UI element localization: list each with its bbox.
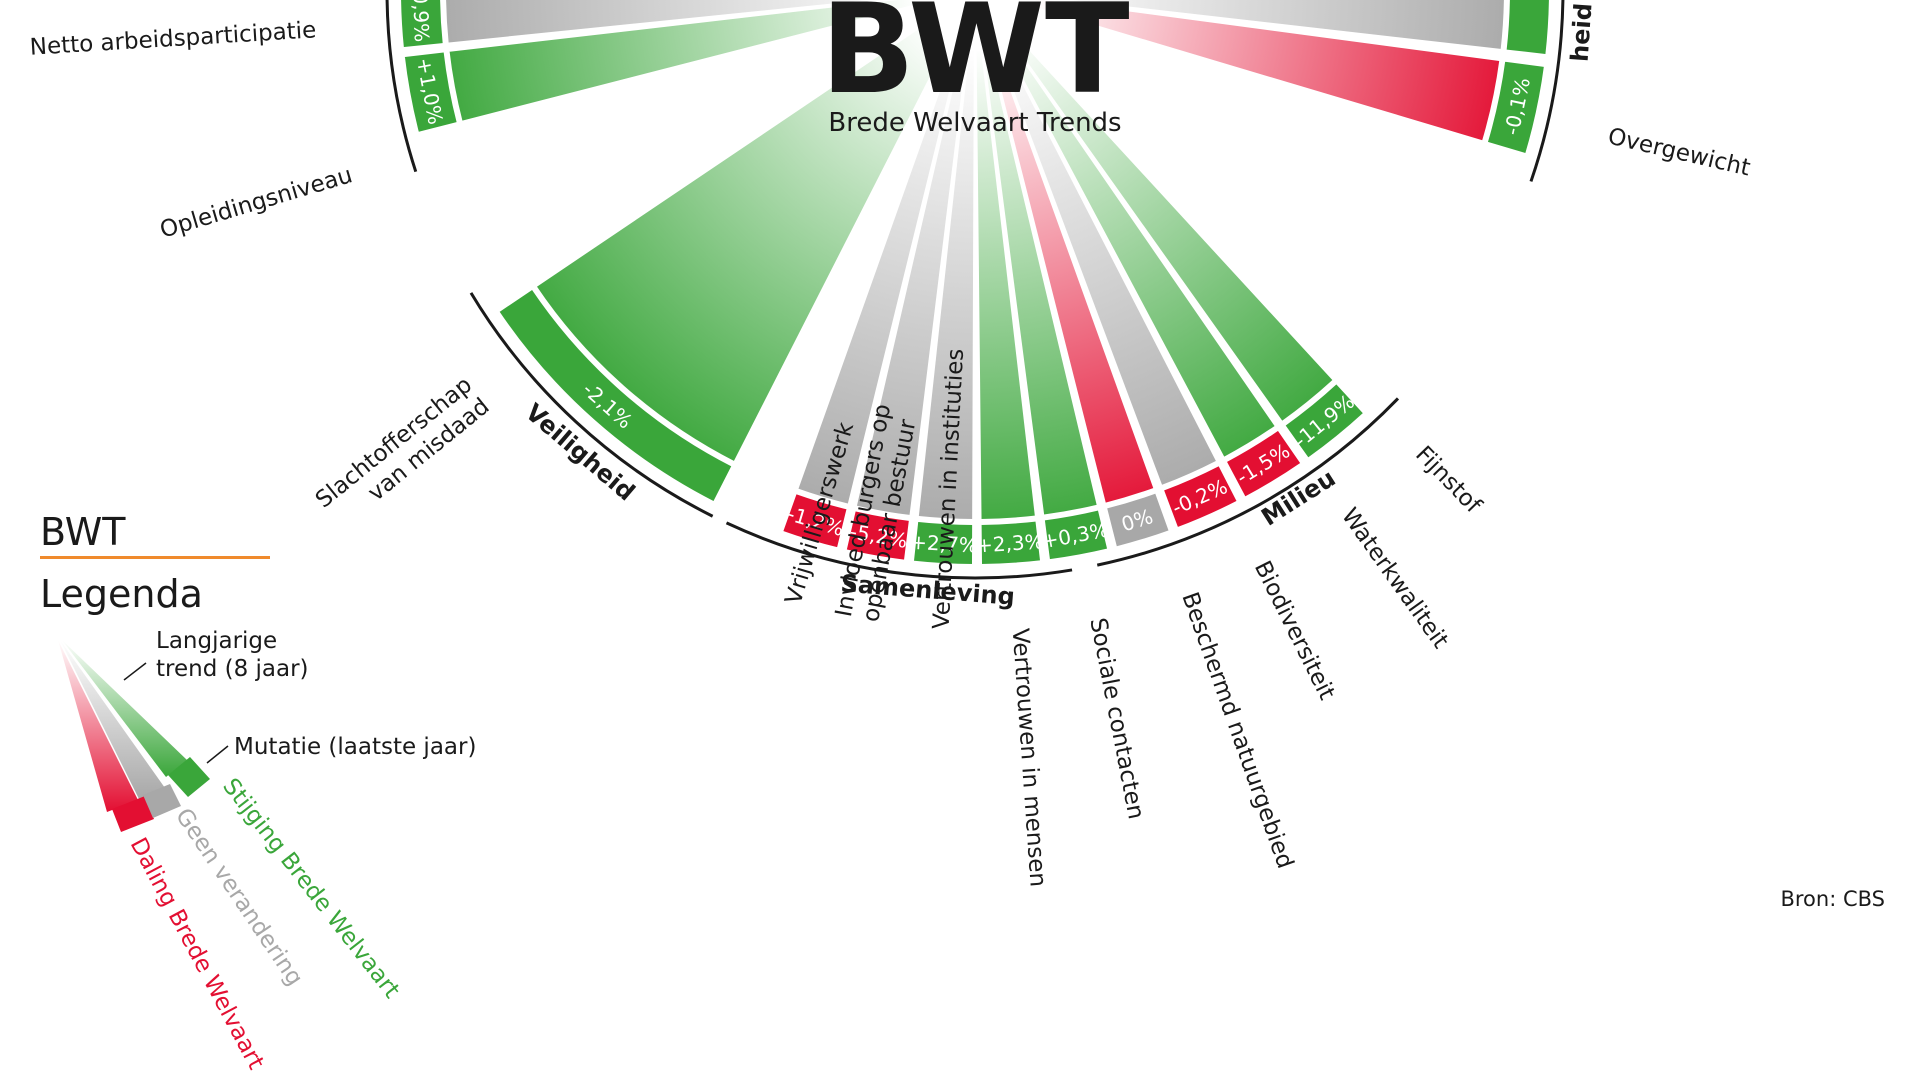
indicator-label-opleidingsniveau: Opleidingsniveau [157,162,355,244]
indicator-label-biodiversiteit: Biodiversiteit [1249,557,1340,704]
mutation-band-fijnstof [1282,381,1366,461]
indicator-label-beschermd-natuurgebied: Beschermd natuurgebied [1176,589,1298,872]
legend-trend-neutral [60,640,165,799]
mutation-band-biodiversiteit [1161,463,1240,530]
legend-trend-label-2: trend (8 jaar) [156,656,309,682]
category-label-gezondheid-partial: heid [1566,2,1598,63]
category-arc-milieu [1096,397,1400,567]
legend-trend-increase [62,640,187,777]
legend-decrease-label: Daling Brede Welvaart [125,834,269,1074]
mutation-band-opleidingsniveau [402,50,459,135]
trend-sector-slachtofferschap-van-misdaad [534,22,950,464]
mutation-band-sociale-contacten [1042,508,1110,562]
indicator-label-vertrouwen-in-mensen: Vertrouwen in mensen [1007,628,1051,888]
mutation-value-vertrouwen-in-mensen: +2,3% [975,529,1044,557]
trend-sector-netto-arbeidsparticipatie [444,0,887,45]
legend-mutation-label: Mutatie (laatste jaar) [234,734,476,760]
chart-title: BWT [820,0,1129,122]
mutation-bands: +0,9%+1,0% -0,1%-11,9%-1,5%-0,2%0%+0,3%+2… [399,0,1551,567]
legend-rule [40,556,270,559]
category-arc-veiligheid [469,292,714,518]
mutation-band-overgewicht [1485,59,1547,156]
mutation-band-vertrouwen-in-instituties [911,519,975,567]
category-arc-samenleving [725,521,1073,580]
legend-trend-decrease [58,640,138,812]
indicator-label-fijnstof: Fijnstof [1410,441,1486,519]
trend-sector-opleidingsniveau [447,0,919,124]
legend-mutation-leader [206,745,229,764]
indicator-label-netto-arbeidsparticipatie: Netto arbeidsparticipatie [29,17,317,60]
trend-sector-vrijwilligerswerk [795,45,962,506]
legend-trend-label-1: Langjarige [156,628,277,654]
mutation-band-partial-1 [1504,0,1551,57]
legend-title-bwt: BWT [40,510,126,554]
indicator-label-slachtofferschap-van-misdaad: Slachtofferschapvan misdaad [311,372,495,535]
legend: BWT Legenda Langjarige trend (8 jaar) Mu… [40,510,476,1074]
category-arc-gezondheid-partial [1529,0,1565,182]
legend-mutation-neutral [143,784,181,818]
source-note: Bron: CBS [1780,887,1885,911]
trend-sector-partial-1 [1053,0,1506,52]
mutation-band-beschermd-natuurgebied [1104,491,1172,549]
indicator-label-waterkwaliteit: Waterkwaliteit [1336,503,1453,653]
mutation-band-slachtofferschap-van-misdaad [496,287,734,504]
indicator-label-sociale-contacten: Sociale contacten [1084,616,1149,822]
mutation-band-waterkwaliteit [1224,428,1303,500]
mutation-band-vertrouwen-in-mensen [979,519,1043,566]
trend-sectors [444,0,1506,522]
mutation-band-vrijwilligerswerk [780,491,849,550]
legend-trend-leader [123,662,147,681]
mutation-value-vertrouwen-in-instituties: +2,7% [910,530,979,558]
legend-mutation-decrease [112,796,154,832]
mutation-value-netto-arbeidsparticipatie: +0,9% [408,0,434,43]
mutation-band-netto-arbeidsparticipatie [399,0,445,50]
trend-sector-overgewicht [1031,0,1502,143]
mutation-band-invloed-burgers-op-openbaar-bestuur [844,509,912,562]
legend-title-legenda: Legenda [40,572,203,616]
category-arc-werken [385,0,418,173]
chart-subtitle: Brede Welvaart Trends [828,108,1121,138]
legend-mutation-increase [168,757,210,797]
indicator-label-overgewicht: Overgewicht [1605,124,1752,182]
